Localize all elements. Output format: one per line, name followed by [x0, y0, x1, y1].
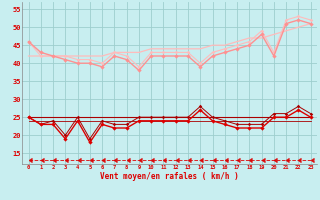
X-axis label: Vent moyen/en rafales ( km/h ): Vent moyen/en rafales ( km/h ): [100, 172, 239, 181]
